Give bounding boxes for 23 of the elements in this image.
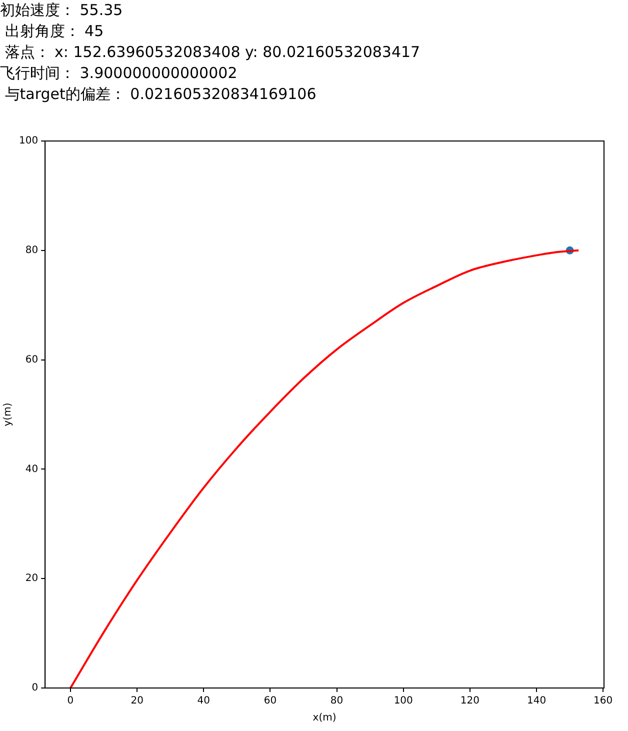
x-tick-label: 140 (526, 696, 546, 707)
text: 出射角度： 45 (4, 21, 105, 42)
x-tick-label: 20 (130, 696, 144, 707)
y-tick-label: 100 (18, 136, 38, 147)
x-tick-label: 80 (330, 696, 344, 707)
x-tick-label: 100 (394, 696, 413, 707)
y-tick-label: 0 (32, 682, 38, 694)
line-series (69, 249, 580, 688)
y-tick-label: 80 (25, 244, 38, 256)
y-tick-label: 20 (25, 573, 38, 584)
y-axis-title: y(m) (2, 402, 14, 426)
x-tick-label: 40 (197, 696, 210, 707)
y-tick-label: 60 (25, 354, 38, 366)
x-tick-label: 60 (264, 696, 277, 707)
text: 飞行时间： 3.900000000000002 (0, 63, 238, 84)
x-tick-label: 120 (460, 696, 480, 707)
x-axis-title: x(m) (312, 712, 336, 724)
x-tick-label: 160 (594, 696, 613, 707)
text: 落点： x: 152.63960532083408 y: 80.02160532083417 (4, 42, 422, 63)
text: 与target的偏差： 0.021605320834169106 (4, 84, 318, 105)
y-tick-label: 40 (25, 464, 38, 475)
x-tick-label: 0 (67, 696, 74, 707)
text: 初始速度： 55.35 (0, 0, 124, 21)
